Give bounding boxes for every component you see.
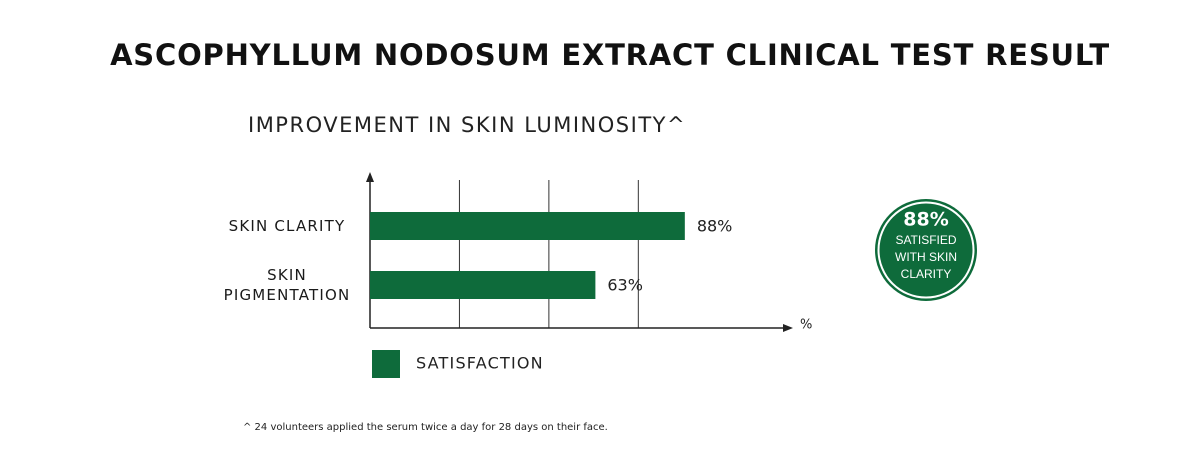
chart-title: ASCOPHYLLUM NODOSUM EXTRACT CLINICAL TES…	[110, 38, 1110, 72]
y-tick-label: SKIN CLARITY	[228, 217, 346, 235]
y-axis-arrow	[366, 172, 374, 182]
badge-core	[879, 203, 973, 297]
badge-text: CLARITY	[901, 267, 952, 281]
y-tick-label: SKIN PIGMENTATION	[223, 266, 351, 304]
badge-headline: 88%	[903, 209, 948, 231]
value-label: 63%	[607, 276, 643, 295]
badge-text: WITH SKIN	[895, 250, 957, 264]
x-axis-arrow	[783, 324, 793, 332]
x-axis-label: %	[800, 318, 812, 333]
value-label: 88%	[697, 217, 733, 236]
legend-label: SATISFACTION	[416, 354, 544, 373]
chart-subtitle: IMPROVEMENT IN SKIN LUMINOSITY^	[248, 113, 686, 137]
badge-text: SATISFIED	[895, 233, 956, 247]
footnote: ^ 24 volunteers applied the serum twice …	[243, 422, 608, 433]
bar	[370, 271, 596, 299]
legend-swatch	[372, 350, 400, 378]
bar	[370, 212, 685, 240]
